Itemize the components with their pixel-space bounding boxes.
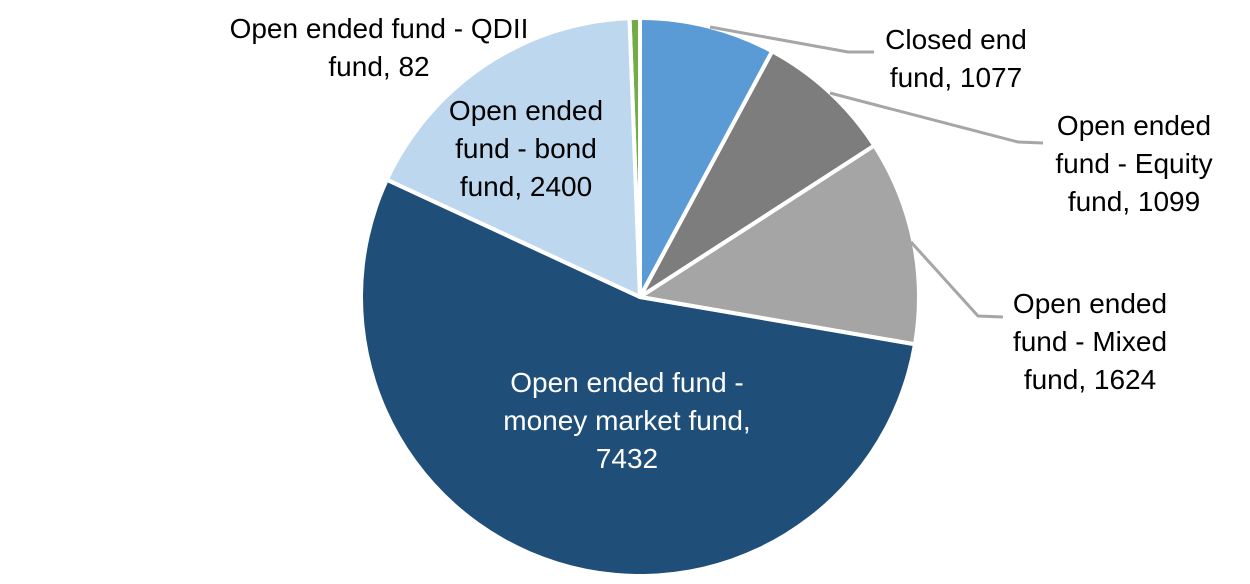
pie-slice-borders-group — [387, 20, 914, 346]
data-label-mixed-fund: Open ended fund - Mixed fund, 1624 — [1012, 288, 1168, 395]
leader-line-closed-end-fund — [709, 25, 874, 54]
leader-line-mixed-fund — [909, 240, 1004, 319]
pie-slice-0 — [640, 20, 772, 297]
leader-line-equity-fund — [829, 91, 1044, 145]
data-label-bond-fund: Open ended fund - bond fund, 2400 — [448, 95, 604, 202]
pie-slices-group — [362, 20, 917, 575]
pie-slice-border-5 — [627, 20, 642, 299]
pie-slice-1 — [640, 53, 873, 297]
pie-slice-4 — [388, 20, 640, 297]
leader-lines-group — [709, 25, 1044, 319]
data-label-equity-fund: Open ended fund - Equity fund, 1099 — [1055, 110, 1213, 217]
data-label-money-market-fund: Open ended fund - money market fund, 743… — [503, 367, 751, 474]
data-label-closed-end-fund: Closed end fund, 1077 — [885, 24, 1027, 93]
pie-slice-3 — [362, 180, 913, 575]
pie-slice-2 — [640, 146, 917, 344]
data-label-qdii-fund: Open ended fund - QDII fund, 82 — [229, 13, 529, 82]
